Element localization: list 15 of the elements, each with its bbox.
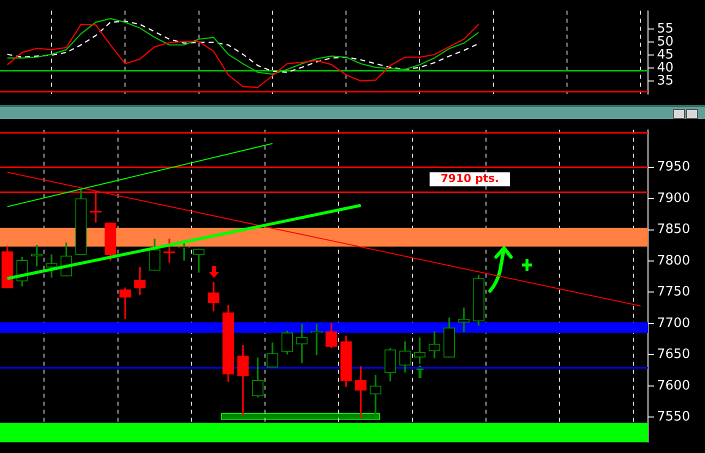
y-tick-label: 35 [657, 74, 674, 89]
y-tick-label: 7600 [657, 378, 690, 394]
y-tick-label: 7900 [657, 190, 690, 206]
y-tick-label: 7800 [657, 253, 690, 268]
y-tick-label: 7750 [657, 284, 690, 300]
y-tick-label: 40 [657, 60, 674, 76]
y-tick-label: 45 [657, 47, 674, 62]
y-tick-label: 7950 [657, 160, 690, 175]
annotation: 7910 pts. [440, 172, 499, 186]
y-tick-label: 55 [657, 21, 674, 36]
y-tick-label: 7850 [657, 222, 690, 238]
y-tick-label: 7550 [657, 410, 690, 425]
y-tick-label: 7650 [657, 347, 690, 362]
y-tick-label: 7700 [657, 316, 690, 331]
y-tick-label: 50 [657, 34, 674, 50]
